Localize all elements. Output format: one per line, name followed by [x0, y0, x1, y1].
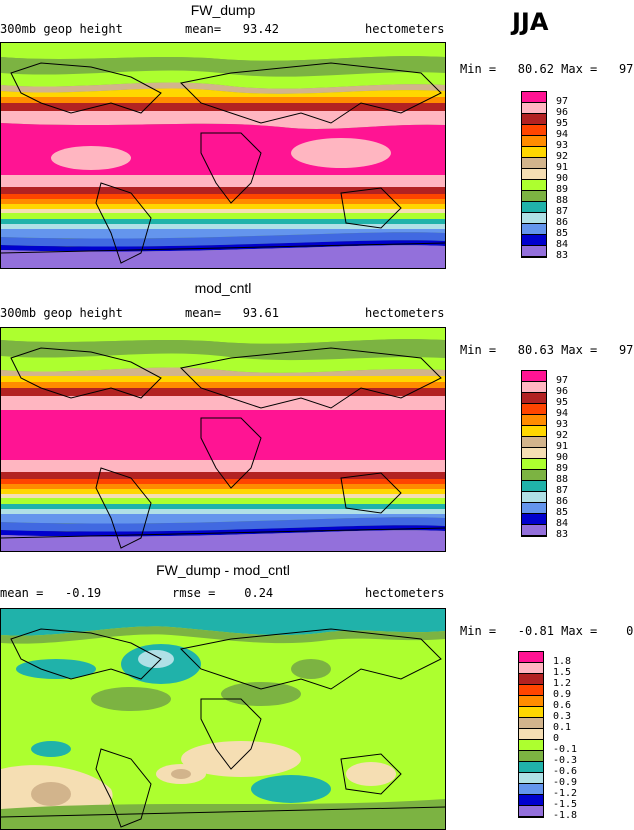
legend-tick-label: 96	[556, 107, 569, 118]
legend-tick-label: 88	[556, 195, 569, 206]
difference-map-svg	[1, 609, 445, 829]
mean-label: mean= 93.42	[185, 22, 279, 36]
season-label: JJA	[512, 8, 549, 36]
legend-tick-label: 85	[556, 507, 569, 518]
legend-tick-label: -0.1	[553, 744, 578, 755]
legend-tick-label: 0.3	[553, 711, 572, 722]
contour-map	[0, 327, 446, 552]
legend-tick-label: 86	[556, 496, 569, 507]
legend-tick-label: 1.8	[553, 656, 572, 667]
legend-tick-label: 88	[556, 474, 569, 485]
legend-tick-label: 0.1	[553, 722, 572, 733]
contour-map-svg	[1, 328, 445, 551]
units-label: hectometers	[365, 586, 445, 600]
legend-tick-label: 90	[556, 452, 569, 463]
legend-tick-label: 83	[556, 250, 569, 261]
field-label: 300mb geop height	[0, 306, 123, 320]
legend-tick-label: 92	[556, 430, 569, 441]
legend-tick-label: 89	[556, 463, 569, 474]
units-label: hectometers	[365, 22, 445, 36]
mean-label: mean= 93.61	[185, 306, 279, 320]
legend-tick-label: 94	[556, 129, 569, 140]
min-max-label: Min = 80.62 Max = 97.61	[460, 62, 634, 76]
legend-tick-label: 97	[556, 375, 569, 386]
legend-tick-label: 93	[556, 140, 569, 151]
min-max-label: Min = -0.81 Max = 0.20	[460, 624, 634, 638]
legend-tick-label: 91	[556, 441, 569, 452]
legend-tick-label: 87	[556, 485, 569, 496]
legend-tick-label: 95	[556, 118, 569, 129]
legend-tick-label: 84	[556, 518, 569, 529]
color-legend	[518, 651, 544, 818]
legend-tick-label: 95	[556, 397, 569, 408]
legend-tick-label: 0.9	[553, 689, 572, 700]
min-max-label: Min = 80.63 Max = 97.76	[460, 343, 634, 357]
legend-tick-label: 0	[553, 733, 560, 744]
legend-tick-label: 94	[556, 408, 569, 419]
legend-tick-label: 91	[556, 162, 569, 173]
mean-label: mean = -0.19	[0, 586, 102, 600]
legend-tick-label: 1.5	[553, 667, 572, 678]
legend-tick-label: 92	[556, 151, 569, 162]
color-legend	[521, 91, 547, 258]
difference-map	[0, 608, 446, 830]
panel-title: mod_cntl	[194, 280, 252, 296]
legend-tick-label: 86	[556, 217, 569, 228]
legend-tick-label: 97	[556, 96, 569, 107]
legend-tick-label: -1.5	[553, 799, 578, 810]
legend-tick-label: -0.3	[553, 755, 578, 766]
legend-tick-label: -0.6	[553, 766, 578, 777]
color-legend	[521, 370, 547, 537]
rmse-label: rmse = 0.24	[172, 586, 274, 600]
legend-tick-label: 93	[556, 419, 569, 430]
legend-tick-label: 0.6	[553, 700, 572, 711]
panel-title: FW_dump - mod_cntl	[156, 562, 290, 578]
legend-tick-label: -1.2	[553, 788, 578, 799]
legend-tick-label: 90	[556, 173, 569, 184]
units-label: hectometers	[365, 306, 445, 320]
legend-tick-label: 89	[556, 184, 569, 195]
legend-tick-label: 96	[556, 386, 569, 397]
legend-tick-label: 85	[556, 228, 569, 239]
contour-map-svg	[1, 43, 445, 268]
legend-tick-label: 83	[556, 529, 569, 540]
legend-tick-label: -1.8	[553, 810, 578, 821]
legend-tick-label: 87	[556, 206, 569, 217]
legend-tick-label: 84	[556, 239, 569, 250]
panel-title: FW_dump	[190, 2, 256, 18]
legend-tick-label: 1.2	[553, 678, 572, 689]
legend-tick-label: -0.9	[553, 777, 578, 788]
contour-map	[0, 42, 446, 269]
field-label: 300mb geop height	[0, 22, 123, 36]
